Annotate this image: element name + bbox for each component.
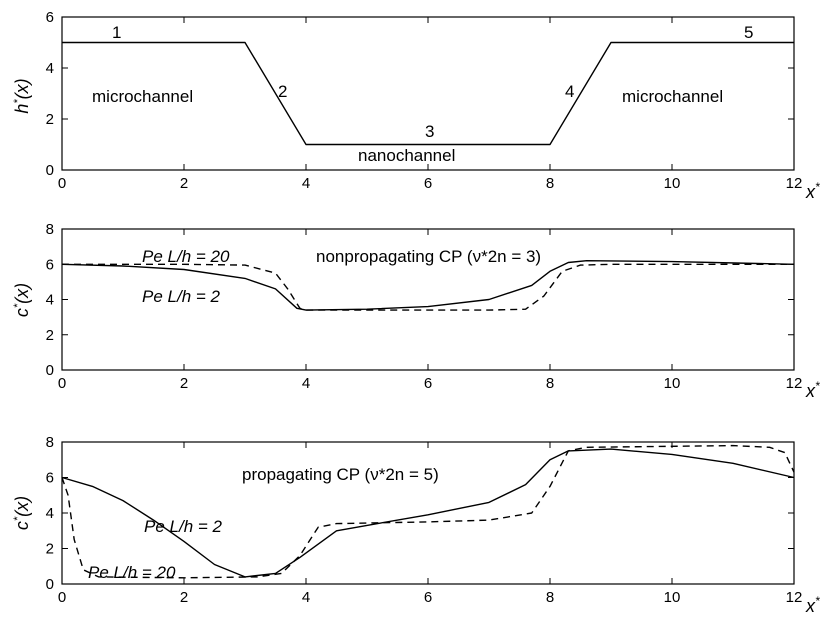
y-axis-label: c*(x) [12, 283, 32, 317]
solid-series-line [62, 41, 794, 146]
y-tick-label: 8 [46, 434, 54, 451]
y-tick-label: 2 [46, 541, 54, 558]
x-axis-label: x* [805, 180, 820, 202]
segment-label-4: 4 [565, 82, 574, 101]
tick-marks [61, 16, 795, 171]
y-tick-label: 4 [46, 505, 54, 522]
y-tick-label: 0 [46, 362, 54, 379]
curves [61, 260, 795, 311]
x-tick-label: 4 [302, 589, 310, 606]
solid-series-line [61, 260, 795, 311]
x-tick-label: 6 [424, 589, 432, 606]
curves [61, 444, 795, 579]
y-tick-label: 4 [46, 60, 54, 77]
y-axis-label: h*(x) [12, 78, 32, 113]
y-tick-label: 2 [46, 327, 54, 344]
panel-nonpropagating: 0 2 4 6 8 10 12 0 2 4 6 8 c*(x) x* Pe L/h = 20 Pe … [12, 221, 820, 401]
x-tick-label: 2 [180, 589, 188, 606]
x-tick-label: 6 [424, 175, 432, 192]
pe-20-label: Pe L/h = 20 [88, 563, 176, 582]
curves [62, 41, 794, 146]
y-tick-label: 2 [46, 111, 54, 128]
x-tick-label: 10 [664, 589, 681, 606]
x-tick-label: 12 [786, 175, 803, 192]
x-tick-label: 0 [58, 375, 66, 392]
y-tick-label: 0 [46, 162, 54, 179]
y-tick-label: 8 [46, 221, 54, 238]
segment-label-5: 5 [744, 23, 753, 42]
x-tick-label: 2 [180, 375, 188, 392]
pe-2-label: Pe L/h = 2 [144, 517, 223, 536]
x-tick-label: 4 [302, 375, 310, 392]
x-axis-label: x* [805, 379, 820, 401]
segment-label-3: 3 [425, 122, 434, 141]
x-tick-labels: 0 2 4 6 8 10 12 [58, 375, 803, 392]
x-tick-label: 8 [546, 375, 554, 392]
x-tick-label: 2 [180, 175, 188, 192]
x-tick-label: 10 [664, 175, 681, 192]
x-tick-label: 0 [58, 589, 66, 606]
panel-propagating: 0 2 4 6 8 10 12 0 2 4 6 8 c*(x) x* propagating CP … [12, 434, 820, 616]
x-tick-labels: 0 2 4 6 8 10 12 [58, 589, 803, 606]
y-axis-label: c*(x) [12, 496, 32, 530]
x-tick-label: 8 [546, 589, 554, 606]
x-tick-label: 0 [58, 175, 66, 192]
microchannel-left-label: microchannel [92, 87, 193, 106]
x-tick-label: 8 [546, 175, 554, 192]
pe-2-label: Pe L/h = 2 [142, 287, 221, 306]
segment-label-2: 2 [278, 82, 287, 101]
solid-series-line [61, 448, 795, 578]
y-tick-labels: 0 2 4 6 8 [46, 221, 54, 379]
x-tick-label: 12 [786, 375, 803, 392]
regime-label: propagating CP (ν*2n = 5) [242, 465, 439, 484]
x-axis-label: x* [805, 594, 820, 616]
x-tick-labels: 0 2 4 6 8 10 12 [58, 175, 803, 192]
y-tick-labels: 0 2 4 6 8 [46, 434, 54, 593]
y-tick-label: 0 [46, 576, 54, 593]
x-tick-label: 4 [302, 175, 310, 192]
nanochannel-label: nanochannel [358, 146, 455, 165]
y-tick-labels: 0 2 4 6 [46, 9, 54, 179]
microchannel-right-label: microchannel [622, 87, 723, 106]
y-tick-label: 6 [46, 9, 54, 26]
segment-label-1: 1 [112, 23, 121, 42]
x-tick-label: 12 [786, 589, 803, 606]
y-tick-label: 6 [46, 470, 54, 487]
y-tick-label: 6 [46, 256, 54, 273]
regime-label: nonpropagating CP (ν*2n = 3) [316, 247, 541, 266]
x-tick-label: 10 [664, 375, 681, 392]
x-tick-label: 6 [424, 375, 432, 392]
pe-20-label: Pe L/h = 20 [142, 247, 230, 266]
y-tick-label: 4 [46, 292, 54, 309]
dashed-series-line [62, 263, 794, 311]
dashed-series-line [61, 444, 795, 579]
panel-channel-height: 0 2 4 6 8 10 12 0 2 4 6 h*(x) x* 1 2 3 4 5 microc… [12, 9, 820, 202]
